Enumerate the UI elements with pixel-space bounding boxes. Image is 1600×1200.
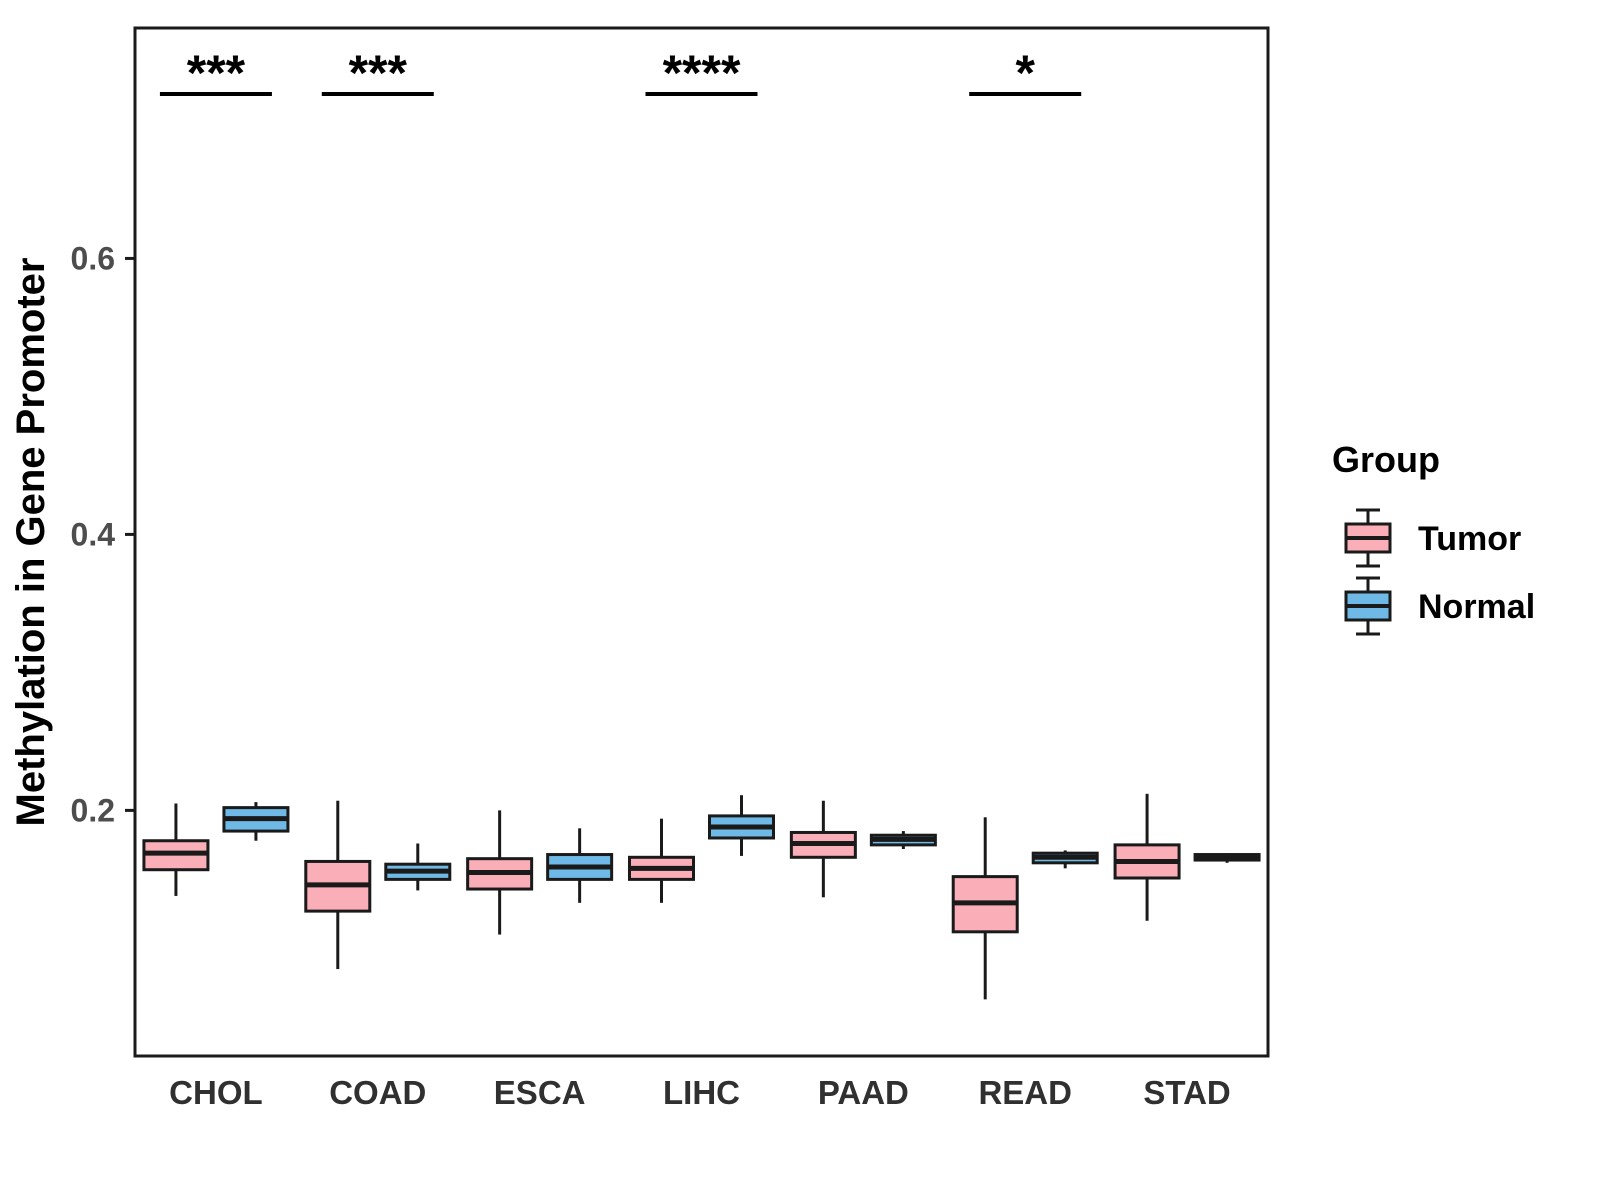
x-tick-label-coad: COAD — [329, 1074, 426, 1111]
x-tick-label-lihc: LIHC — [663, 1074, 740, 1111]
sig-label-read: * — [1015, 45, 1035, 101]
y-tick-label: 0.6 — [71, 240, 115, 276]
legend-label-tumor: Tumor — [1418, 520, 1521, 558]
x-tick-label-stad: STAD — [1143, 1074, 1230, 1111]
y-tick-label: 0.4 — [71, 516, 116, 552]
x-tick-label-read: READ — [978, 1074, 1072, 1111]
sig-label-coad: *** — [349, 45, 408, 101]
x-tick-label-chol: CHOL — [169, 1074, 263, 1111]
y-axis-title: Methylation in Gene Promoter — [9, 258, 53, 827]
sig-label-chol: *** — [187, 45, 246, 101]
x-tick-label-paad: PAAD — [818, 1074, 909, 1111]
legend-label-normal: Normal — [1418, 588, 1535, 626]
y-tick-label: 0.2 — [71, 792, 115, 828]
legend-title: Group — [1332, 439, 1440, 480]
sig-label-lihc: **** — [663, 45, 741, 101]
x-tick-label-esca: ESCA — [494, 1074, 586, 1111]
